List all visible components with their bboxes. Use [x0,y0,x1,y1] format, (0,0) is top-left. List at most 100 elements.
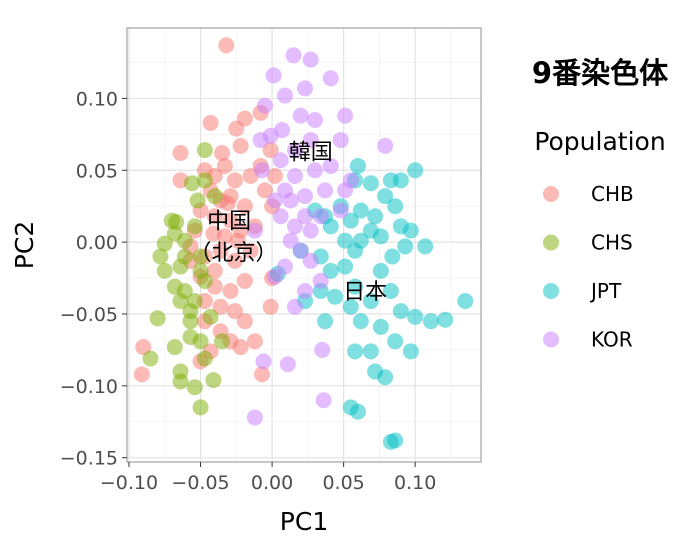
point-kor [274,122,291,139]
point-kor [286,218,303,235]
legend-label: CHB [591,182,634,206]
point-chb [222,212,239,229]
point-chb [135,339,152,356]
point-kor [332,202,349,219]
point-kor [266,268,283,285]
point-kor [255,353,272,370]
point-chb [246,333,263,350]
x-tick-label: 0.05 [322,472,364,494]
x-tick-label: 0.10 [394,472,436,494]
point-chs [152,248,169,265]
point-kor [292,242,309,259]
point-kor [322,70,339,87]
point-chs [214,333,231,350]
point-kor [312,272,329,289]
point-jpt [387,333,404,350]
annotation-label: 中国 [207,210,251,235]
point-jpt [352,313,369,330]
legend: CHB CHS JPT KOR [543,182,634,352]
point-chb [218,37,235,54]
point-chs [192,248,209,265]
point-chs [182,313,199,330]
point-chb [236,272,253,289]
point-kor [317,182,334,199]
y-tick-label: −0.15 [60,448,118,470]
point-chb [226,252,243,269]
point-jpt [342,298,359,315]
y-tick-label: −0.10 [60,376,118,398]
point-chb [133,366,150,383]
point-chs [163,212,180,229]
point-jpt [362,293,379,310]
point-chs [183,175,200,192]
point-chb [228,120,245,137]
point-chs [186,218,203,235]
point-kor [315,392,332,409]
legend-key-jpt [543,283,559,299]
point-kor [297,208,314,225]
point-jpt [402,343,419,360]
x-tick-label: −0.10 [100,472,158,494]
x-tick-label: −0.05 [171,472,229,494]
point-jpt [362,343,379,360]
x-axis-label: PC1 [280,507,328,536]
point-chs [189,192,206,209]
point-jpt [342,212,359,229]
point-kor [292,107,309,124]
point-kor [302,51,319,68]
point-chb [172,145,189,162]
chart-title: 9番染色体 [532,56,669,90]
point-jpt [322,218,339,235]
point-kor [272,208,289,225]
point-chs [156,262,173,279]
point-jpt [437,311,454,328]
point-kor [286,142,303,159]
point-kor [286,298,303,315]
point-jpt [372,228,389,245]
point-chb [202,114,219,131]
point-chb [232,137,249,154]
point-chb [219,195,236,212]
point-kor [279,356,296,373]
point-jpt [347,343,364,360]
point-chs [176,248,193,265]
point-chs [149,310,166,327]
legend-key-chs [543,234,559,251]
point-kor [322,157,339,174]
point-jpt [377,188,394,205]
point-kor [297,188,314,205]
point-jpt [407,162,424,179]
legend-key-chb [543,186,559,202]
point-jpt [457,293,474,310]
point-jpt [372,262,389,279]
point-chs [196,272,213,289]
y-tick-label: 0.05 [76,160,118,182]
point-kor [254,162,271,179]
point-jpt [384,248,401,265]
point-jpt [347,242,364,259]
point-kor [342,172,359,189]
point-chs [192,399,209,416]
point-chb [206,262,223,279]
point-chb [206,208,223,225]
point-chb [236,313,253,330]
point-kor [256,97,273,114]
y-tick-label: 0.10 [76,88,118,110]
point-chb [214,145,231,162]
point-kor [302,252,319,269]
point-jpt [352,202,369,219]
point-chs [196,142,213,159]
point-kor [307,111,324,128]
point-chs [166,339,183,356]
y-tick-label: −0.05 [60,304,118,326]
y-axis-ticks: −0.15 −0.10 −0.05 0.00 0.05 0.10 [60,88,127,470]
points-layer [133,37,474,450]
point-jpt [337,258,354,275]
point-kor [285,47,302,64]
point-kor [307,162,324,179]
point-kor [302,132,319,149]
point-chs [186,379,203,396]
point-chs [182,328,199,345]
point-kor [276,258,293,275]
